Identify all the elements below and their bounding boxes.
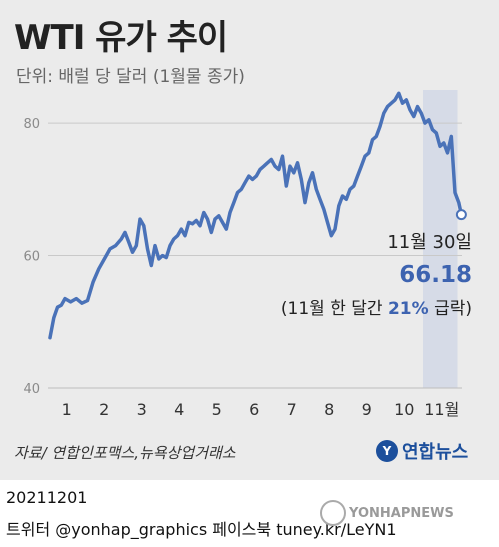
annotation-note-prefix: (11월 한 달간 (281, 299, 388, 319)
x-tick-label: 8 (324, 400, 334, 419)
price-line (48, 91, 464, 340)
yonhap-logo-icon: Y (376, 440, 398, 462)
annotation-note: (11월 한 달간 21% 급락) (281, 299, 472, 319)
annotation-value: 66.18 (399, 262, 472, 288)
x-tick-label: 4 (174, 400, 184, 419)
chart-card: WTI 유가 추이 단위: 배럴 당 달러 (1월물 종가) 40 60 80 1 2 3… (0, 0, 499, 480)
x-tick-label: 7 (287, 400, 297, 419)
x-tick-label: 10 (394, 400, 414, 419)
end-point-marker (455, 209, 467, 221)
yonhap-logo: Y 연합뉴스 (376, 438, 468, 464)
annotation-note-suffix: 급락) (429, 299, 472, 319)
x-tick-label: 1 (62, 400, 72, 419)
y-tick-label: 80 (23, 117, 40, 132)
chart-subtitle: 단위: 배럴 당 달러 (1월물 종가) (16, 67, 245, 87)
social-credit: 트위터 @yonhap_graphics 페이스북 tuney.kr/LeYN1 (6, 520, 397, 539)
page-title: WTI 유가 추이 (14, 18, 228, 58)
x-tick-label: 5 (212, 400, 222, 419)
x-tick-label: 6 (249, 400, 259, 419)
publish-date: 20211201 (6, 488, 88, 507)
annotation-date: 11월 30일 (387, 232, 472, 253)
oil-price-chart: 40 60 80 1 2 3 4 5 6 7 8 9 10 11월 11월 30일 66.18 (11월 한 달… (23, 90, 472, 419)
yonhap-logo-text: 연합뉴스 (402, 442, 469, 463)
y-tick-label: 60 (23, 250, 40, 265)
x-tick-label: 3 (137, 400, 147, 419)
watermark-ring-icon (320, 500, 346, 526)
annotation-note-pct: 21% (388, 299, 429, 319)
source-label: 자료/ 연합인포맥스,뉴욕상업거래소 (14, 444, 236, 462)
x-tick-label: 9 (362, 400, 372, 419)
x-tick-label: 11월 (424, 400, 459, 419)
watermark-text: YONHAPNEWS (349, 505, 454, 521)
x-tick-label: 2 (99, 400, 109, 419)
y-tick-label: 40 (23, 382, 40, 397)
watermark: YONHAPNEWS (320, 500, 454, 526)
